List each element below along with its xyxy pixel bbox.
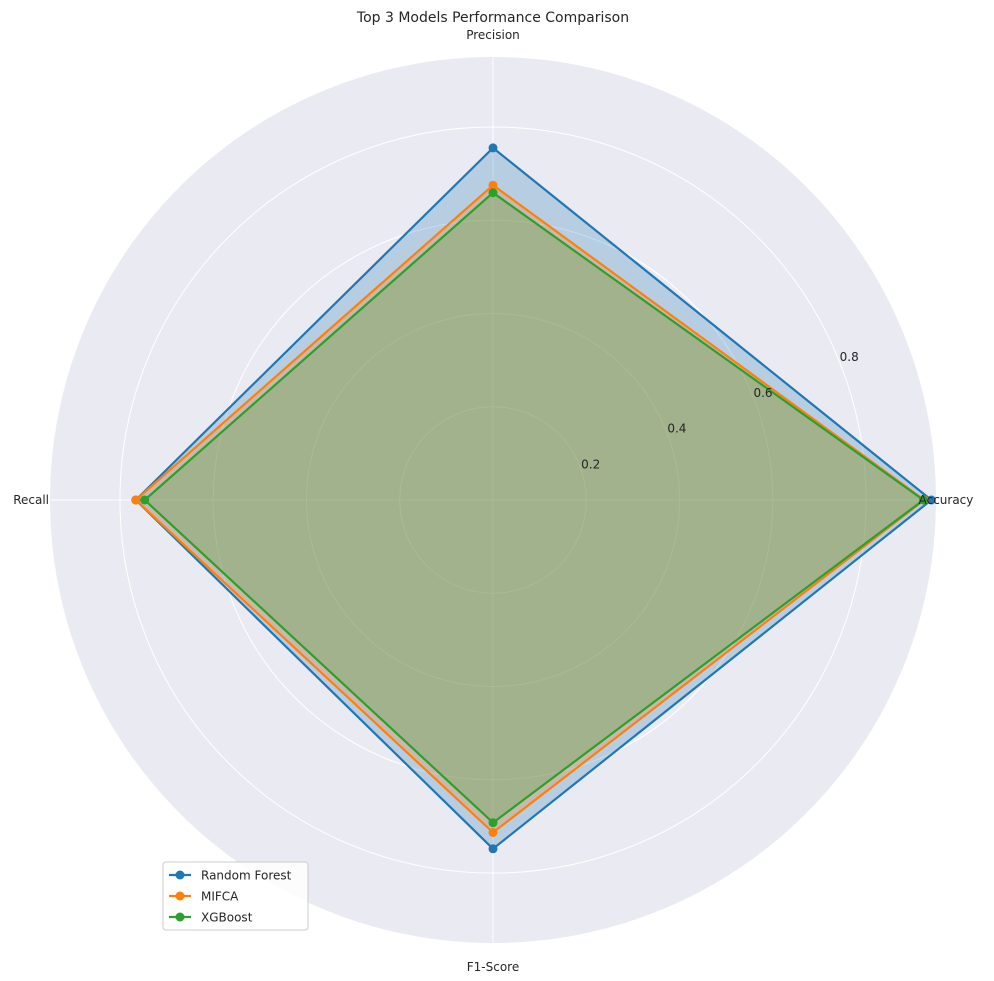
radial-tick-label: 0.8 xyxy=(840,350,859,364)
legend-marker xyxy=(175,891,185,901)
data-point xyxy=(926,495,936,505)
legend-marker xyxy=(175,912,185,922)
legend-marker xyxy=(175,870,185,880)
radial-tick-label: 0.4 xyxy=(667,422,686,436)
radial-tick-label: 0.2 xyxy=(581,457,600,471)
data-point xyxy=(488,180,498,190)
chart-title: Top 3 Models Performance Comparison xyxy=(356,10,629,26)
legend-label: XGBoost xyxy=(201,911,253,925)
legend-item: Random Forest xyxy=(169,869,292,883)
series-area-2 xyxy=(144,192,924,823)
radial-tick-label: 0.6 xyxy=(753,386,772,400)
axis-label: Accuracy xyxy=(919,493,974,507)
legend-item: XGBoost xyxy=(169,911,253,925)
data-point xyxy=(488,143,498,153)
legend-label: MIFCA xyxy=(201,890,239,904)
series-area-1 xyxy=(135,185,925,833)
data-point xyxy=(488,827,498,837)
axis-label: Recall xyxy=(13,493,49,507)
data-point xyxy=(140,495,150,505)
legend-box xyxy=(162,861,309,931)
legend-label: Random Forest xyxy=(201,869,292,883)
series-area-0 xyxy=(135,147,932,849)
data-point xyxy=(488,818,498,828)
data-point xyxy=(918,495,928,505)
axis-label: F1-Score xyxy=(467,960,519,974)
legend-item: MIFCA xyxy=(169,890,239,904)
axis-label: Precision xyxy=(466,28,520,42)
data-point xyxy=(488,844,498,854)
legend: Random Forest MIFCA XGBoost xyxy=(162,861,309,931)
data-point xyxy=(131,495,141,505)
data-point xyxy=(488,188,498,198)
